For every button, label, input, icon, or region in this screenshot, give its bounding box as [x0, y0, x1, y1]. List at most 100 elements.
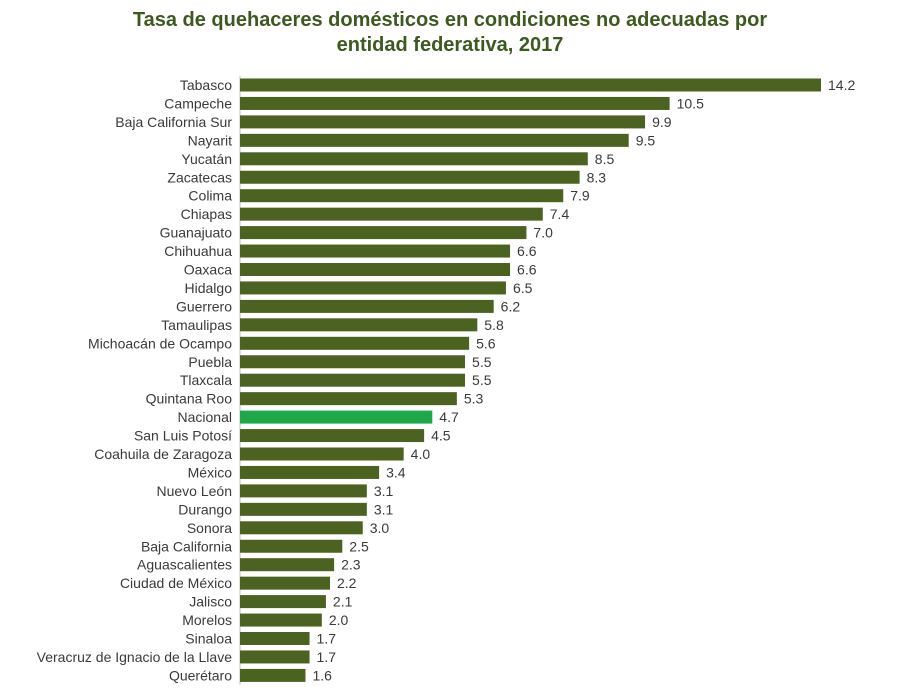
bar [240, 207, 543, 221]
category-label: Michoacán de Ocampo [88, 335, 232, 351]
value-label: 6.5 [513, 280, 533, 296]
category-label: Puebla [188, 354, 232, 370]
value-label: 5.5 [472, 372, 492, 388]
value-label: 14.2 [828, 77, 855, 93]
bar [240, 299, 494, 313]
value-label: 8.5 [595, 151, 615, 167]
category-label: San Luis Potosí [134, 428, 232, 444]
value-label: 6.2 [501, 298, 521, 314]
value-label: 3.1 [374, 501, 394, 517]
value-label: 6.6 [517, 243, 537, 259]
value-label: 9.9 [652, 114, 672, 130]
value-label: 6.6 [517, 262, 537, 278]
value-label: 3.4 [386, 464, 406, 480]
value-label: 10.5 [677, 95, 704, 111]
bar [240, 539, 343, 553]
bar [240, 650, 310, 664]
bar [240, 558, 335, 572]
category-label: Baja California [141, 538, 232, 554]
value-label: 2.2 [337, 575, 357, 591]
category-label: Nacional [178, 409, 232, 425]
category-label: Querétaro [169, 667, 232, 683]
value-label: 2.3 [341, 557, 361, 573]
value-label: 4.5 [431, 428, 451, 444]
category-label: México [188, 464, 233, 480]
category-label: Sonora [187, 520, 232, 536]
value-label: 9.5 [636, 132, 656, 148]
bar [240, 429, 425, 443]
bar [240, 244, 511, 258]
bar [240, 78, 821, 92]
category-label: Tamaulipas [161, 317, 232, 333]
bar [240, 410, 433, 424]
bar [240, 521, 363, 535]
chart-title-line-1: Tasa de quehaceres domésticos en condici… [132, 9, 768, 31]
bar [240, 595, 326, 609]
category-label: Ciudad de México [120, 575, 232, 591]
bar [240, 632, 310, 645]
value-label: 1.7 [317, 631, 337, 647]
category-label: Quintana Roo [146, 391, 233, 407]
category-label: Yucatán [181, 151, 232, 167]
category-label: Colima [188, 188, 232, 204]
bar [240, 170, 580, 184]
chart-title-line-2: entidad federativa, 2017 [336, 34, 564, 56]
value-label: 4.7 [439, 409, 459, 425]
category-label: Morelos [182, 612, 232, 628]
bar [240, 189, 564, 203]
category-label: Durango [178, 501, 232, 517]
bar [240, 263, 511, 276]
category-label: Veracruz de Ignacio de la Llave [37, 649, 233, 665]
category-label: Zacatecas [167, 169, 232, 185]
category-label: Chiapas [181, 206, 232, 222]
bar [240, 392, 457, 406]
bar [240, 576, 331, 590]
bar [240, 447, 404, 461]
value-label: 7.0 [533, 225, 553, 241]
category-label: Coahuila de Zaragoza [94, 446, 232, 462]
value-label: 2.1 [333, 594, 353, 610]
value-label: 1.7 [317, 649, 337, 665]
category-label: Baja California Sur [115, 114, 232, 130]
value-label: 3.1 [374, 483, 394, 499]
category-label: Campeche [164, 95, 232, 111]
bar [240, 484, 367, 498]
bar [240, 226, 527, 240]
value-label: 4.0 [411, 446, 431, 462]
bar [240, 355, 466, 369]
category-label: Tabasco [180, 77, 232, 93]
bar [240, 281, 506, 295]
bar [240, 115, 646, 129]
value-label: 8.3 [587, 169, 607, 185]
value-label: 7.9 [570, 188, 590, 204]
value-label: 1.6 [312, 667, 332, 683]
bar [240, 152, 588, 166]
value-label: 3.0 [370, 520, 390, 536]
category-label: Nuevo León [156, 483, 232, 499]
category-label: Nayarit [188, 132, 232, 148]
bar [240, 502, 367, 516]
value-label: 5.6 [476, 335, 496, 351]
category-label: Guerrero [176, 298, 232, 314]
value-label: 2.0 [329, 612, 349, 628]
value-label: 5.5 [472, 354, 492, 370]
bar [240, 465, 380, 479]
category-label: Hidalgo [185, 280, 233, 296]
value-label: 7.4 [550, 206, 570, 222]
bar [240, 318, 478, 332]
value-label: 5.3 [464, 391, 484, 407]
category-label: Jalisco [189, 594, 232, 610]
category-label: Tlaxcala [180, 372, 232, 388]
bar [240, 133, 629, 147]
bar [240, 668, 306, 682]
bar [240, 373, 466, 387]
chart-title: Tasa de quehaceres domésticos en condici… [0, 8, 900, 58]
bar [240, 336, 470, 350]
bar [240, 613, 322, 627]
value-label: 2.5 [349, 538, 369, 554]
value-label: 5.8 [484, 317, 504, 333]
category-label: Sinaloa [185, 631, 232, 647]
category-label: Aguascalientes [137, 557, 232, 573]
category-label: Guanajuato [160, 225, 233, 241]
